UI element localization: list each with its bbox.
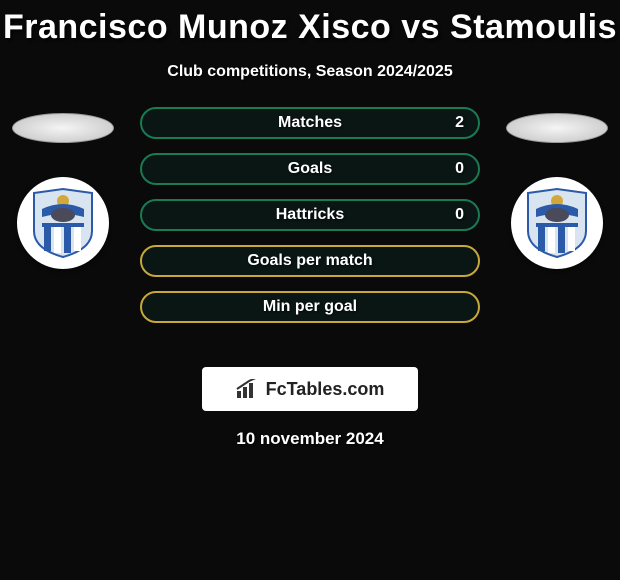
stat-label: Min per goal [263, 298, 357, 316]
subtitle: Club competitions, Season 2024/2025 [0, 63, 620, 81]
avatar-placeholder-right [506, 113, 608, 143]
stat-value: 0 [455, 206, 464, 224]
comparison-area: Matches 2 Goals 0 Hattricks 0 Goals per … [0, 113, 620, 363]
player-right-column [502, 113, 612, 269]
stat-label: Goals [288, 160, 332, 178]
date-text: 10 november 2024 [0, 429, 620, 449]
shield-icon [32, 187, 94, 259]
club-badge-left [17, 177, 109, 269]
stat-value: 2 [455, 114, 464, 132]
stat-label: Goals per match [247, 252, 372, 270]
stat-bar-goals-per-match: Goals per match [140, 245, 480, 277]
stat-label: Hattricks [276, 206, 344, 224]
stat-bar-matches: Matches 2 [140, 107, 480, 139]
page-title: Francisco Munoz Xisco vs Stamoulis [0, 0, 620, 47]
chart-icon [236, 379, 260, 399]
stat-label: Matches [278, 114, 342, 132]
logo-text: FcTables.com [266, 379, 385, 400]
stat-value: 0 [455, 160, 464, 178]
club-badge-right [511, 177, 603, 269]
shield-icon [526, 187, 588, 259]
stat-bars: Matches 2 Goals 0 Hattricks 0 Goals per … [140, 107, 480, 337]
site-logo[interactable]: FcTables.com [202, 367, 418, 411]
stat-bar-hattricks: Hattricks 0 [140, 199, 480, 231]
stat-bar-min-per-goal: Min per goal [140, 291, 480, 323]
stat-bar-goals: Goals 0 [140, 153, 480, 185]
avatar-placeholder-left [12, 113, 114, 143]
player-left-column [8, 113, 118, 269]
